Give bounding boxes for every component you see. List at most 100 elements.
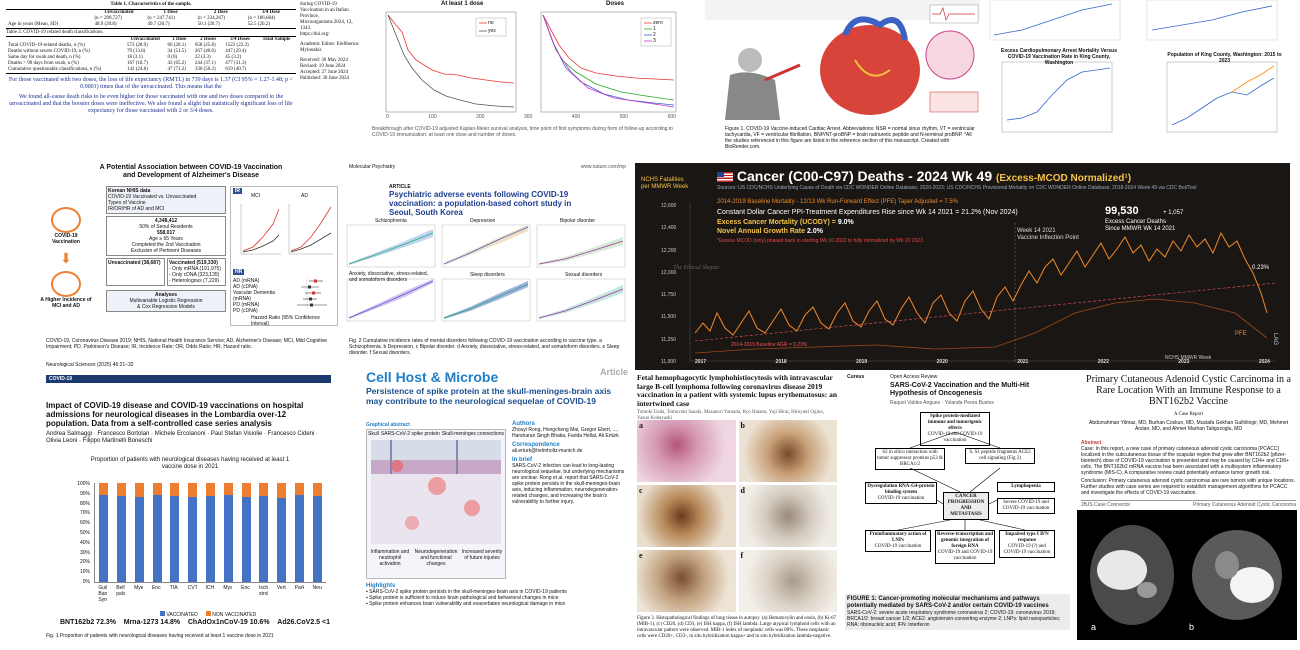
km-title-2: Doses [606,1,625,7]
age-value: 48.9 (20.8) [94,22,117,27]
novel-row: Novel Annual Growth Rate 2.0% [717,228,823,235]
panel-letter: a [639,421,643,430]
corr-email[interactable]: ali.erturk@helmholtz-munich.de [512,448,583,454]
y-tick: 10% [79,569,90,576]
x-tick: 2020 [936,359,948,365]
stacked-bar [152,483,162,582]
stacked-bar [294,483,304,582]
molpsych-tile: Molecular Psychiatry www.nature.com/mp A… [345,162,630,362]
excess-label: Excess Cancer Mortality (UCODY) = [717,219,836,226]
bar-vacc [223,494,233,582]
panel-line [538,288,624,319]
heart-shape [820,25,920,115]
spike-cluster [391,460,403,472]
x-label: Myelitis [134,585,144,591]
abstract-text: Case: In this report, a new case of prim… [1081,446,1289,476]
side-line: Vaccination in an Italian Province, [300,8,349,19]
cardiac-figure-tile: Figure 1. COVID-19 Vaccine-induced Cardi… [705,0,980,155]
cureus-title: SARS-CoV-2 Vaccination and the Multi-Hit… [890,382,1030,397]
mini-chart-top-left [989,0,1121,41]
y-tick: 11,250 [661,336,676,343]
forest-row: Vascular Dementia (mRNA) [233,290,275,302]
cell: 1522 (22.3) [225,43,249,48]
cancer-subtitle: (Excess-MCOD Normalized¹) [996,173,1132,184]
y-tick: 20% [79,559,90,566]
legend-no: no [488,20,494,26]
cell: 244 (37.1) [194,61,216,66]
y-tick: 11,750 [661,292,676,299]
chm-title: Persistence of spike protein at the skul… [366,386,612,406]
side-line: Microorganisms 2024, 12, 1343. [300,20,353,31]
excess-value: 9.0% [837,219,854,226]
y-tick: 70% [79,510,90,517]
cell: 34 (51.5) [167,49,186,54]
ga-bottom: Inflammation and neutrophil activation N… [367,548,505,568]
x-label: ICH [205,585,215,591]
ga-outcome: Increased severity of future injuries [461,549,503,561]
vaccine-share: ChAdOx1nCoV-19 10.6% [187,619,270,626]
chart-b-title: Population of King County, Washington: 2… [1167,52,1282,64]
y-tick: 12,200 [661,247,677,254]
box-lympho: Lymphopenia [997,482,1055,492]
cell: 658 (25.8) [194,43,216,48]
brain-icon [51,271,81,297]
cureus-publisher: Cureus [847,374,865,380]
x-label: Neuropathies [312,585,322,591]
bar-vacc [99,494,109,582]
t1-head: 2 Dose [213,10,228,15]
mmwr-label: NCHS MMWR Week [1165,355,1212,361]
forest-row: PD (cDNA) [233,308,258,314]
box-ifn: Impaired type I IFN response COVID-19 (?)… [999,530,1055,558]
stacked-bar [312,483,322,582]
panel-title: Depression [470,218,496,224]
bar-nonvacc [170,483,180,496]
box-s1: S, S1 peptide fragments ACE2 cell signal… [965,448,1035,464]
y-tick: 50% [79,529,90,536]
histo-grid: a b c d e f [637,420,837,612]
histo-panel: e [637,550,736,612]
ir-label: IR [233,188,242,194]
ppi-line: Constant Dollar Cancer PPI-Treatment Exp… [717,209,1018,216]
box-sub: COVID-19 vaccination [877,496,925,501]
km-line-2 [542,14,675,106]
box-text: Lymphopenia [1011,484,1041,489]
ad-label: AD [301,193,308,199]
bar-nonvacc [117,483,127,496]
cell: 66 (20.1) [167,43,186,48]
box-sub: COVID-19 and COVID-19 vaccination [937,550,993,561]
legend-vacc: VACCINATED [160,611,198,618]
t1-head: Unvaccinated [104,10,134,15]
mci-unvacc-line [242,234,280,253]
side-line: Accepted: 27 June 2024 [300,70,349,75]
row-label: Cumulative questionable classifications,… [8,67,102,72]
box-text: Dysregulation RNA-G4-protein binding sys… [867,484,935,495]
skull-layer [371,440,501,460]
bar-nonvacc [259,483,269,496]
spike-cluster [405,516,419,530]
y-tick: 30% [79,549,90,556]
bar-nonvacc [223,483,233,495]
cureus-diagram: Spike protein-mediated immune and tumori… [865,412,1055,592]
bar-vacc [134,496,144,582]
cell: 18 (3.1) [126,55,143,60]
bar-nonvacc [277,483,287,498]
side-line: https://doi.org/ [300,32,330,37]
mri-label-b: b [1189,622,1195,632]
bar-vacc [277,497,287,582]
meninges-layer [371,460,501,474]
x-label: Encephalopathy [241,585,250,591]
lombardia-title: Impact of COVID-19 disease and COVID-19 … [46,401,304,428]
y-tick: 0% [82,578,90,585]
arrow-down-icon: ⬇ [60,250,72,266]
vacc-line: - Only cDNA (323,135) [169,272,220,278]
heart-conduction [854,59,891,77]
box-sub: COVID-19 vaccination [874,544,922,549]
pop-line: 558,017 [156,230,176,236]
case-report-tile: Primary Cutaneous Adenoid Cystic Carcino… [1075,372,1300,650]
x-tick: 600 [667,114,676,120]
x-tick: 2021 [1017,359,1029,365]
bar-nonvacc [99,483,109,495]
cell: 330 (50.2) [194,67,216,72]
alz-flow: Korean NHIS data COVID-19 Vaccinated vs.… [106,186,226,312]
table2: Unvaccinated 1 Dose 2 Doses 3/4 Doses To… [6,36,296,74]
